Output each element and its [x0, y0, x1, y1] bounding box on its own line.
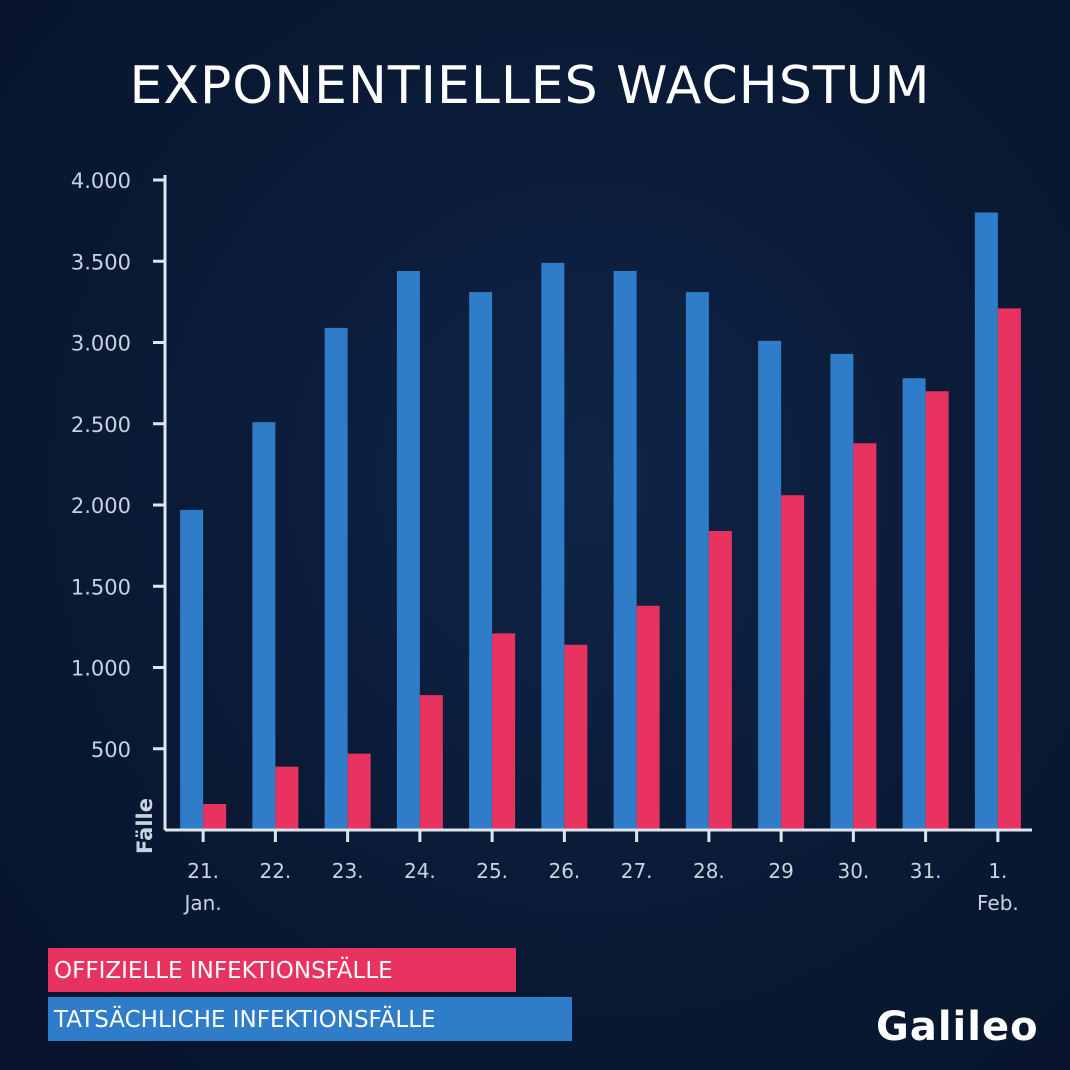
x-tick-label: 31.: [910, 859, 942, 883]
x-tick-label: 23.: [332, 859, 364, 883]
bar-official-3: [419, 695, 443, 830]
y-tick-label: 500: [91, 738, 131, 762]
bar-official-2: [347, 753, 371, 830]
bar-actual-9: [830, 353, 854, 830]
y-tick-label: 1.000: [71, 657, 131, 681]
bar-actual-6: [613, 271, 637, 830]
y-axis-label: Fälle: [133, 798, 157, 854]
galileo-logo: Galileo: [876, 1004, 1039, 1050]
x-tick-label: Jan.: [183, 891, 222, 915]
y-tick-label: 2.500: [71, 413, 131, 437]
bar-actual-2: [324, 327, 348, 830]
x-tick-label: 27.: [621, 859, 653, 883]
bar-actual-11: [974, 212, 998, 830]
y-tick-label: 2.000: [71, 494, 131, 518]
bar-official-0: [203, 804, 227, 830]
y-tick-label: 1.500: [71, 575, 131, 599]
x-tick-label: 24.: [404, 859, 436, 883]
bar-chart: 4.000 3.500 3.000 2.500 2.000 1.500 1.000 500 21…: [71, 169, 1032, 915]
x-tick-label: 28.: [693, 859, 725, 883]
y-tick-label: 3.500: [71, 250, 131, 274]
bar-actual-5: [541, 262, 565, 830]
bar-actual-8: [758, 340, 782, 830]
bar-actual-0: [180, 509, 204, 830]
x-tick-label: 22.: [259, 859, 291, 883]
bar-official-9: [853, 443, 877, 830]
bar-official-11: [997, 308, 1021, 830]
x-tick-label: 1.: [988, 859, 1007, 883]
bar-actual-10: [902, 378, 926, 830]
y-tick-label: 3.000: [71, 332, 131, 356]
x-tick-label: Feb.: [977, 891, 1019, 915]
bar-actual-1: [252, 422, 276, 830]
bar-official-7: [708, 531, 732, 830]
bar-official-4: [492, 633, 516, 830]
bar-official-8: [781, 495, 805, 830]
legend-actual-cases: TATSÄCHLICHE INFEKTIONSFÄLLE: [48, 997, 572, 1041]
bar-official-5: [564, 644, 588, 830]
bar-official-10: [925, 391, 949, 830]
bar-official-1: [275, 766, 299, 830]
bar-actual-3: [396, 271, 420, 830]
bar-official-6: [636, 605, 660, 830]
legend-official-cases: OFFIZIELLE INFEKTIONSFÄLLE: [48, 948, 516, 992]
x-tick-label: 26.: [548, 859, 580, 883]
x-tick-label: 29: [768, 859, 793, 883]
bar-actual-7: [685, 292, 709, 830]
y-tick-label: 4.000: [71, 169, 131, 193]
x-tick-label: 25.: [476, 859, 508, 883]
chart-title: EXPONENTIELLES WACHSTUM: [129, 56, 931, 116]
x-tick-label: 21.: [187, 859, 219, 883]
bar-actual-4: [469, 292, 493, 830]
bars-group: [180, 212, 1021, 830]
x-tick-label: 30.: [837, 859, 869, 883]
axes-group: 4.000 3.500 3.000 2.500 2.000 1.500 1.000 500 21…: [71, 169, 1032, 915]
